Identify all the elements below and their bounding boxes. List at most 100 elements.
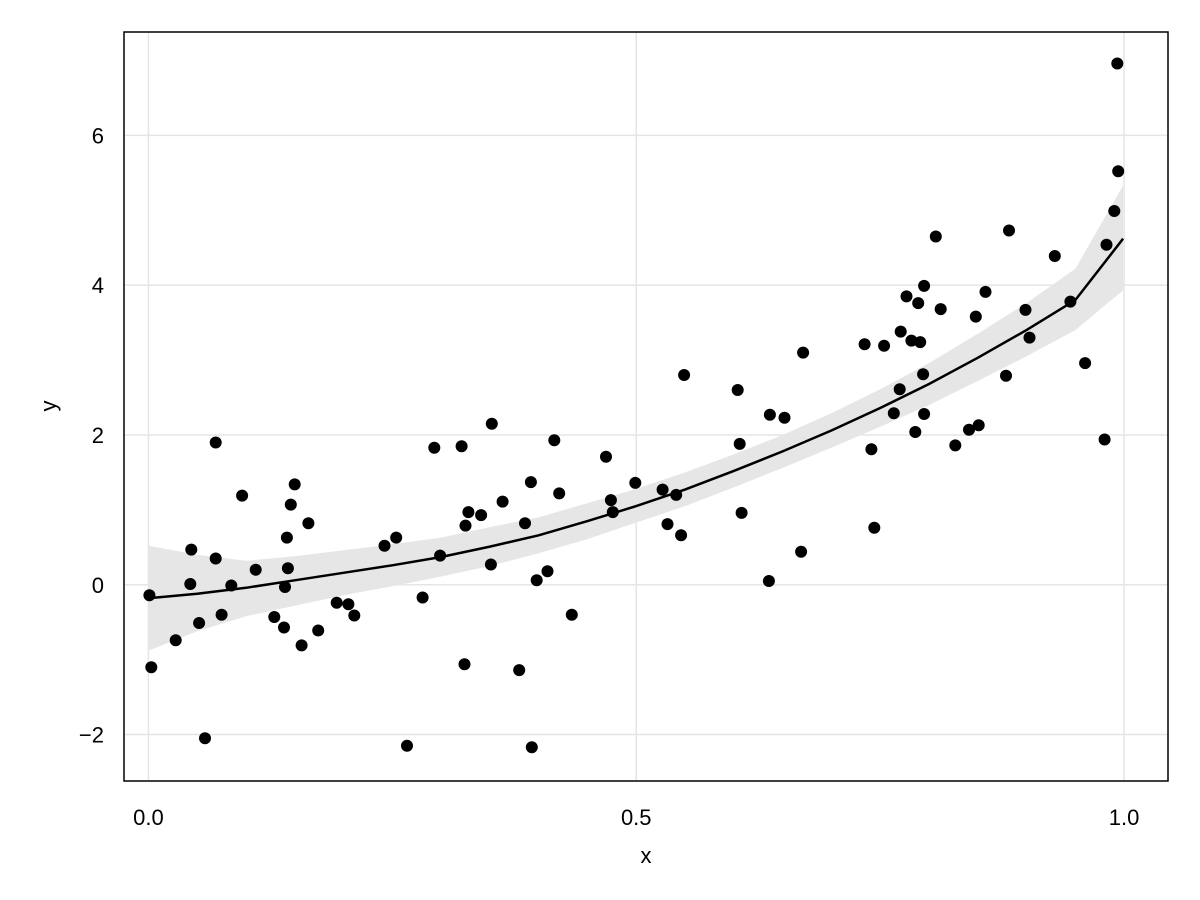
data-point [1111, 57, 1124, 70]
data-point [485, 417, 498, 430]
data-point [912, 297, 925, 310]
y-tick-label: 0 [92, 573, 104, 598]
data-point [525, 741, 538, 754]
data-point [797, 346, 810, 359]
data-point [209, 436, 222, 449]
data-point [1000, 369, 1012, 382]
data-point [972, 419, 985, 432]
data-point [1079, 357, 1092, 370]
data-point [763, 408, 776, 421]
data-point [193, 617, 206, 629]
data-point [455, 440, 468, 453]
data-point [893, 383, 906, 396]
data-point [1112, 165, 1125, 178]
data-point [918, 408, 931, 420]
data-point [225, 579, 238, 592]
data-point [600, 450, 612, 463]
data-point [513, 664, 526, 677]
data-point [475, 509, 488, 522]
data-point [553, 487, 566, 500]
x-axis-label: x [641, 843, 652, 868]
data-point [496, 495, 509, 508]
data-point [969, 310, 982, 323]
data-point [1108, 205, 1121, 217]
data-point [1064, 295, 1077, 308]
data-point [209, 552, 222, 565]
x-tick-label: 1.0 [1109, 805, 1140, 830]
data-point [1003, 224, 1015, 237]
data-point [185, 543, 198, 556]
data-point [656, 483, 669, 496]
data-point [215, 608, 228, 621]
data-point [249, 563, 262, 576]
data-point [184, 578, 197, 590]
x-axis-ticks: 0.0 0.5 1.0 [133, 805, 1140, 830]
data-point [434, 549, 447, 562]
data-point [530, 574, 543, 587]
data-point [900, 290, 913, 303]
data-point [459, 519, 472, 532]
data-point [519, 517, 531, 530]
data-point [606, 506, 619, 519]
data-point [678, 369, 691, 381]
data-point [629, 476, 642, 489]
data-point [462, 506, 475, 519]
data-point [145, 661, 158, 674]
data-point [963, 423, 975, 436]
data-points [143, 57, 1125, 754]
data-point [280, 531, 293, 544]
data-point [548, 434, 561, 447]
confidence-band [148, 185, 1124, 651]
data-point [295, 639, 308, 652]
data-point [458, 658, 471, 671]
data-point [236, 489, 249, 502]
data-point [865, 443, 878, 456]
data-point [288, 478, 301, 491]
data-point [918, 279, 931, 292]
data-point [330, 596, 343, 609]
fit-line [148, 237, 1125, 600]
data-point [378, 539, 391, 552]
confidence-band-area [148, 185, 1124, 651]
data-point [909, 426, 922, 438]
y-axis-ticks: −2 0 2 4 6 [79, 123, 104, 747]
data-point [858, 338, 871, 351]
data-point [302, 517, 315, 530]
data-point [312, 624, 325, 637]
data-point [284, 498, 297, 511]
data-point [278, 621, 290, 634]
plot-frame [123, 31, 1169, 782]
data-point [917, 368, 930, 381]
data-point [143, 589, 156, 602]
data-point [541, 565, 554, 578]
x-tick-label: 0.5 [621, 805, 652, 830]
y-tick-label: 2 [92, 423, 104, 448]
data-point [914, 336, 927, 349]
data-point [929, 230, 942, 243]
y-tick-label: 4 [92, 273, 104, 298]
data-point [733, 437, 746, 450]
data-point [731, 384, 744, 396]
data-point [735, 506, 748, 519]
y-axis-label: y [36, 401, 61, 412]
data-point [934, 303, 947, 316]
data-point [675, 529, 688, 542]
data-point [390, 531, 403, 544]
data-point [268, 611, 281, 623]
data-point [484, 558, 497, 571]
data-point [565, 608, 578, 621]
data-point [670, 488, 683, 501]
data-point [1100, 238, 1113, 251]
data-point [1023, 331, 1036, 344]
data-point [1019, 303, 1032, 316]
data-point [661, 518, 674, 531]
x-tick-label: 0.0 [133, 805, 164, 830]
data-point [949, 439, 962, 452]
data-point [1098, 433, 1111, 446]
grid-lines [124, 32, 1168, 781]
data-point [762, 575, 775, 587]
data-point [778, 411, 791, 424]
data-point [604, 494, 617, 507]
fit-curve [148, 237, 1125, 600]
